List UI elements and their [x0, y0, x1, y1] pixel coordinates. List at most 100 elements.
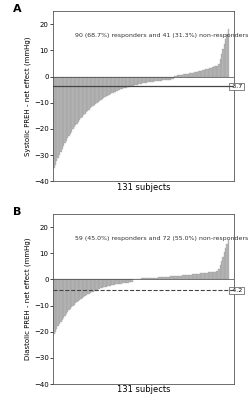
Bar [208, 272, 209, 279]
Bar [117, 279, 118, 284]
Bar [76, 76, 78, 124]
Bar [106, 279, 107, 287]
Bar [64, 76, 65, 144]
Bar [58, 279, 59, 326]
Bar [71, 279, 72, 308]
Bar [106, 76, 107, 96]
Bar [225, 248, 226, 279]
Bar [68, 76, 69, 136]
Bar [169, 76, 170, 80]
Bar [220, 59, 221, 76]
Bar [134, 76, 135, 85]
Bar [141, 278, 142, 279]
Bar [80, 279, 82, 299]
Bar [145, 278, 146, 279]
Bar [198, 274, 200, 279]
Bar [107, 279, 108, 286]
Bar [197, 274, 198, 279]
Bar [214, 66, 216, 76]
Bar [114, 279, 115, 285]
Bar [221, 54, 222, 76]
Bar [174, 276, 175, 279]
Bar [220, 265, 221, 279]
Bar [98, 279, 99, 289]
Bar [204, 70, 205, 76]
Bar [91, 76, 92, 107]
Bar [56, 279, 58, 329]
Bar [213, 272, 214, 279]
Bar [145, 76, 146, 83]
Bar [74, 76, 75, 127]
Bar [167, 277, 169, 279]
Bar [56, 76, 58, 161]
Bar [190, 274, 191, 279]
Text: 59 (45.0%) responders and 72 (55.0%) non-responders: 59 (45.0%) responders and 72 (55.0%) non… [74, 236, 248, 241]
Bar [111, 76, 112, 94]
Bar [226, 244, 228, 279]
Bar [197, 72, 198, 76]
Bar [142, 76, 143, 84]
Bar [82, 279, 83, 298]
Bar [175, 276, 177, 279]
Bar [127, 279, 128, 282]
Bar [150, 278, 151, 279]
Bar [79, 279, 80, 300]
Bar [185, 74, 186, 76]
Bar [128, 279, 130, 282]
Bar [99, 76, 100, 101]
Bar [190, 73, 191, 76]
Bar [157, 76, 158, 81]
Bar [161, 76, 162, 80]
Bar [184, 74, 185, 76]
Bar [146, 278, 147, 279]
Bar [208, 69, 209, 76]
Bar [138, 76, 139, 84]
Bar [123, 279, 124, 283]
Bar [157, 278, 158, 279]
Bar [170, 76, 171, 80]
Bar [180, 75, 181, 76]
Bar [54, 76, 55, 168]
Bar [166, 76, 167, 80]
Bar [124, 76, 126, 88]
Bar [151, 278, 153, 279]
Bar [162, 277, 163, 279]
Bar [79, 76, 80, 120]
Bar [186, 275, 187, 279]
Bar [212, 272, 213, 279]
Bar [64, 279, 65, 316]
Bar [205, 273, 206, 279]
Bar [108, 279, 110, 286]
Bar [166, 277, 167, 279]
Bar [63, 76, 64, 146]
Bar [115, 76, 117, 92]
Bar [224, 252, 225, 279]
Bar [139, 76, 141, 84]
Bar [67, 279, 68, 312]
Bar [112, 76, 114, 93]
Bar [178, 276, 180, 279]
Bar [121, 279, 122, 284]
Bar [103, 279, 104, 288]
Bar [98, 76, 99, 102]
Bar [90, 279, 91, 293]
Bar [67, 76, 68, 138]
Bar [163, 76, 165, 80]
Bar [126, 76, 127, 88]
Y-axis label: Diastolic PREH - net effect (mmHg): Diastolic PREH - net effect (mmHg) [25, 238, 31, 360]
Bar [126, 279, 127, 283]
Bar [78, 76, 79, 122]
Bar [165, 76, 166, 80]
Bar [149, 76, 150, 82]
Bar [202, 273, 204, 279]
Bar [84, 76, 86, 114]
Bar [132, 76, 134, 86]
Bar [196, 72, 197, 76]
Bar [171, 76, 173, 80]
X-axis label: 131 subjects: 131 subjects [117, 386, 170, 394]
Bar [114, 76, 115, 92]
Bar [72, 76, 74, 130]
Bar [96, 279, 98, 290]
Bar [142, 278, 143, 279]
Bar [194, 274, 196, 279]
